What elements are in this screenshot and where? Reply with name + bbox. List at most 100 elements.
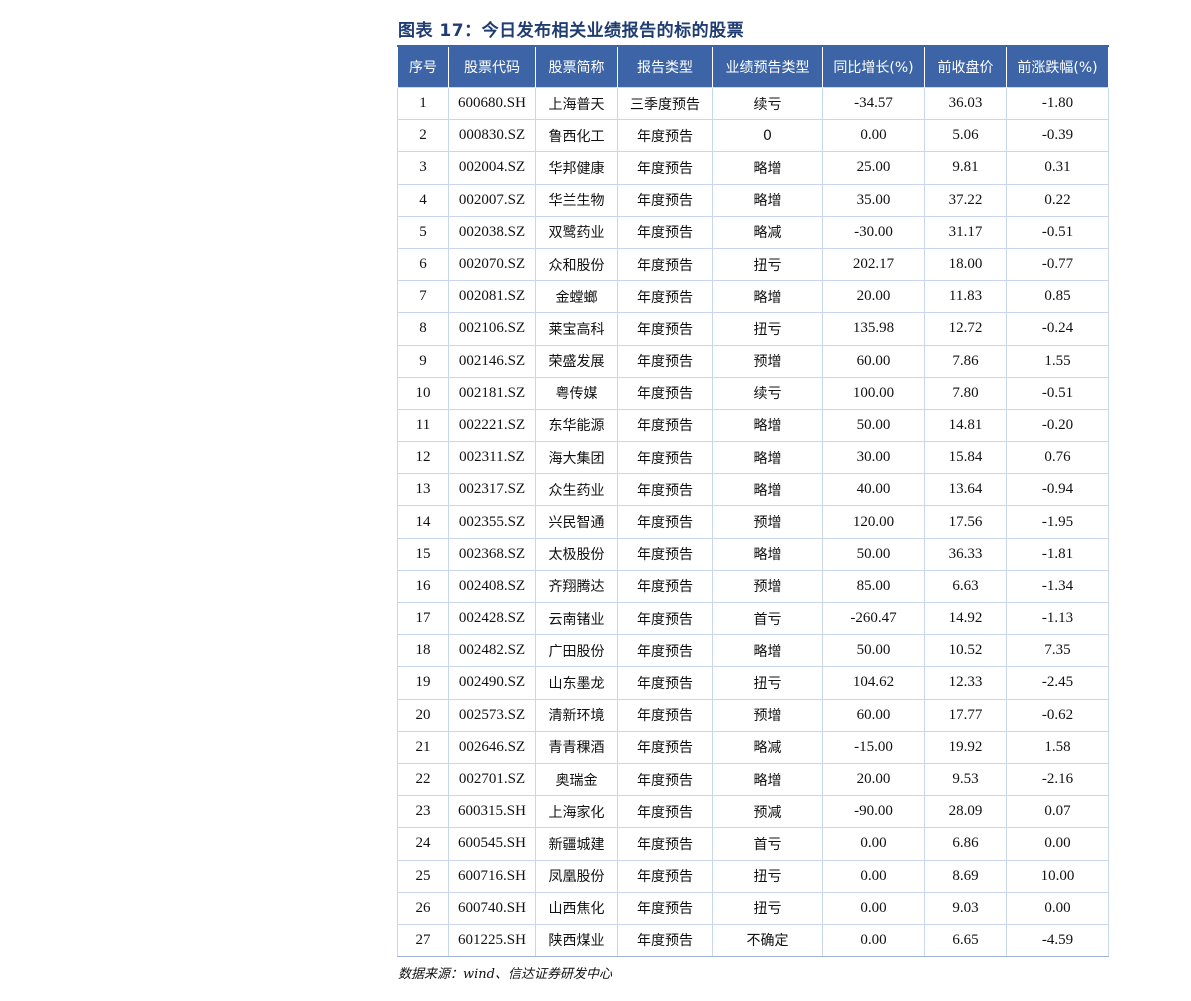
cell-prev-close: 6.86: [924, 827, 1007, 861]
cell-code: 600740.SH: [448, 891, 536, 925]
cell-index: 1: [397, 86, 449, 121]
cell-index: 21: [397, 730, 449, 764]
header-prev-change: 前涨跌幅(%): [1006, 46, 1109, 88]
cell-prev-close: 11.83: [924, 280, 1007, 314]
stock-table: 序号 股票代码 股票简称 报告类型 业绩预告类型 同比增长(%) 前收盘价 前涨…: [397, 45, 1109, 958]
cell-yoy-growth: 20.00: [822, 762, 925, 797]
cell-prev-close: 36.33: [924, 537, 1007, 571]
table-row: 9 002146.SZ 荣盛发展 年度预告 预增 60.00 7.86 1.55: [397, 344, 1109, 378]
cell-yoy-growth: 30.00: [822, 441, 925, 475]
cell-code: 600545.SH: [448, 827, 536, 861]
cell-index: 16: [397, 569, 449, 604]
header-prev-close: 前收盘价: [924, 46, 1007, 88]
header-index: 序号: [397, 46, 449, 88]
cell-code: 002004.SZ: [448, 151, 536, 185]
cell-yoy-growth: 50.00: [822, 408, 925, 443]
table-row: 24 600545.SH 新疆城建 年度预告 首亏 0.00 6.86 0.00: [397, 827, 1109, 861]
cell-report-type: 年度预告: [617, 569, 713, 604]
cell-code: 002573.SZ: [448, 698, 536, 732]
cell-report-type: 三季度预告: [617, 86, 713, 121]
cell-yoy-growth: 85.00: [822, 569, 925, 604]
cell-prev-close: 7.86: [924, 344, 1007, 378]
cell-forecast-type: 略增: [712, 634, 823, 668]
cell-prev-change: -1.95: [1006, 505, 1109, 539]
cell-name: 太极股份: [535, 537, 618, 571]
cell-index: 24: [397, 827, 449, 861]
cell-prev-change: -1.13: [1006, 601, 1109, 636]
table-header-row: 序号 股票代码 股票简称 报告类型 业绩预告类型 同比增长(%) 前收盘价 前涨…: [397, 46, 1109, 88]
cell-forecast-type: 略增: [712, 537, 823, 571]
cell-prev-change: -1.34: [1006, 569, 1109, 604]
cell-code: 002317.SZ: [448, 473, 536, 507]
table-row: 26 600740.SH 山西焦化 年度预告 扭亏 0.00 9.03 0.00: [397, 891, 1109, 925]
cell-prev-close: 37.22: [924, 183, 1007, 217]
cell-forecast-type: 略增: [712, 473, 823, 507]
cell-name: 清新环境: [535, 698, 618, 732]
cell-name: 齐翔腾达: [535, 569, 618, 604]
cell-yoy-growth: 100.00: [822, 376, 925, 410]
cell-forecast-type: 扭亏: [712, 859, 823, 893]
cell-name: 粤传媒: [535, 376, 618, 410]
cell-report-type: 年度预告: [617, 859, 713, 893]
cell-index: 6: [397, 247, 449, 282]
cell-report-type: 年度预告: [617, 312, 713, 346]
cell-prev-change: -0.62: [1006, 698, 1109, 732]
cell-name: 华邦健康: [535, 151, 618, 185]
cell-forecast-type: 预增: [712, 698, 823, 732]
table-row: 1 600680.SH 上海普天 三季度预告 续亏 -34.57 36.03 -1.80: [397, 86, 1109, 121]
source-note: 数据来源：wind、信达证券研发中心: [398, 967, 612, 982]
cell-prev-close: 9.81: [924, 151, 1007, 185]
cell-index: 8: [397, 312, 449, 346]
cell-code: 002181.SZ: [448, 376, 536, 410]
cell-name: 新疆城建: [535, 827, 618, 861]
cell-yoy-growth: -90.00: [822, 795, 925, 829]
cell-index: 17: [397, 601, 449, 636]
cell-name: 海大集团: [535, 441, 618, 475]
cell-code: 002070.SZ: [448, 247, 536, 282]
cell-prev-close: 10.52: [924, 634, 1007, 668]
cell-index: 13: [397, 473, 449, 507]
cell-prev-change: 10.00: [1006, 859, 1109, 893]
cell-report-type: 年度预告: [617, 344, 713, 378]
cell-prev-close: 14.92: [924, 601, 1007, 636]
cell-prev-close: 8.69: [924, 859, 1007, 893]
cell-prev-change: 7.35: [1006, 634, 1109, 668]
cell-yoy-growth: 0.00: [822, 859, 925, 893]
cell-report-type: 年度预告: [617, 376, 713, 410]
cell-forecast-type: 预增: [712, 344, 823, 378]
cell-name: 上海家化: [535, 795, 618, 829]
cell-code: 002106.SZ: [448, 312, 536, 346]
cell-prev-close: 7.80: [924, 376, 1007, 410]
cell-name: 上海普天: [535, 86, 618, 121]
cell-yoy-growth: 0.00: [822, 119, 925, 153]
cell-prev-close: 5.06: [924, 119, 1007, 153]
cell-index: 11: [397, 408, 449, 443]
cell-name: 鲁西化工: [535, 119, 618, 153]
cell-code: 002646.SZ: [448, 730, 536, 764]
cell-prev-close: 12.33: [924, 666, 1007, 700]
table-row: 7 002081.SZ 金螳螂 年度预告 略增 20.00 11.83 0.85: [397, 280, 1109, 314]
cell-index: 19: [397, 666, 449, 700]
cell-name: 广田股份: [535, 634, 618, 668]
cell-forecast-type: 0: [712, 119, 823, 153]
cell-forecast-type: 扭亏: [712, 891, 823, 925]
cell-yoy-growth: 0.00: [822, 827, 925, 861]
cell-report-type: 年度预告: [617, 827, 713, 861]
cell-report-type: 年度预告: [617, 698, 713, 732]
table-row: 23 600315.SH 上海家化 年度预告 预减 -90.00 28.09 0.07: [397, 795, 1109, 829]
cell-report-type: 年度预告: [617, 441, 713, 475]
table-row: 8 002106.SZ 莱宝高科 年度预告 扭亏 135.98 12.72 -0.24: [397, 312, 1109, 346]
cell-name: 陕西煤业: [535, 923, 618, 958]
cell-code: 600680.SH: [448, 86, 536, 121]
cell-prev-close: 19.92: [924, 730, 1007, 764]
cell-yoy-growth: 0.00: [822, 891, 925, 925]
cell-prev-change: 0.07: [1006, 795, 1109, 829]
cell-code: 600315.SH: [448, 795, 536, 829]
cell-report-type: 年度预告: [617, 795, 713, 829]
cell-report-type: 年度预告: [617, 215, 713, 249]
cell-yoy-growth: 25.00: [822, 151, 925, 185]
cell-report-type: 年度预告: [617, 634, 713, 668]
figure-title: 图表 17：今日发布相关业绩报告的标的股票: [398, 21, 745, 41]
cell-name: 奥瑞金: [535, 762, 618, 797]
cell-report-type: 年度预告: [617, 408, 713, 443]
